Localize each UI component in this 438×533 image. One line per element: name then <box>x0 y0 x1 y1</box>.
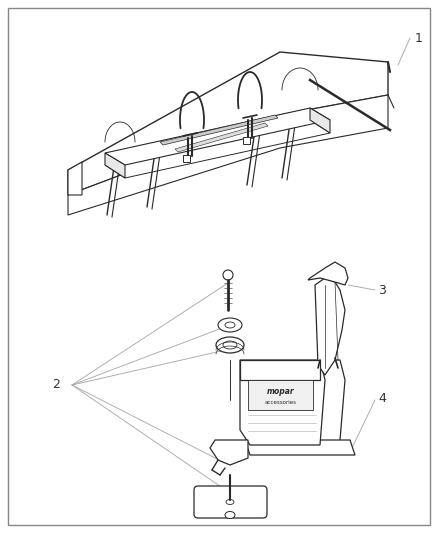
Polygon shape <box>175 123 268 152</box>
Ellipse shape <box>216 337 244 353</box>
Ellipse shape <box>223 270 233 280</box>
Bar <box>248 380 313 410</box>
Polygon shape <box>105 108 330 165</box>
Text: mopar: mopar <box>267 387 295 397</box>
Polygon shape <box>315 278 345 375</box>
Polygon shape <box>105 153 125 178</box>
Polygon shape <box>308 262 348 285</box>
Ellipse shape <box>223 341 237 349</box>
FancyBboxPatch shape <box>194 486 267 518</box>
Polygon shape <box>320 360 345 450</box>
Polygon shape <box>68 162 82 195</box>
Polygon shape <box>245 440 355 455</box>
Text: 2: 2 <box>52 378 60 392</box>
Polygon shape <box>240 360 320 380</box>
Polygon shape <box>105 120 330 178</box>
Ellipse shape <box>225 322 235 328</box>
Polygon shape <box>68 95 388 215</box>
Bar <box>243 137 250 144</box>
Ellipse shape <box>226 499 234 505</box>
Bar <box>183 155 190 162</box>
Polygon shape <box>160 115 278 145</box>
Text: accessories: accessories <box>265 400 297 405</box>
Text: 1: 1 <box>415 31 423 44</box>
Text: 3: 3 <box>378 284 386 296</box>
Ellipse shape <box>225 512 235 519</box>
Polygon shape <box>68 52 388 195</box>
Text: 4: 4 <box>378 392 386 405</box>
Ellipse shape <box>218 318 242 332</box>
Polygon shape <box>310 108 330 133</box>
Polygon shape <box>210 440 248 465</box>
Polygon shape <box>240 360 325 445</box>
